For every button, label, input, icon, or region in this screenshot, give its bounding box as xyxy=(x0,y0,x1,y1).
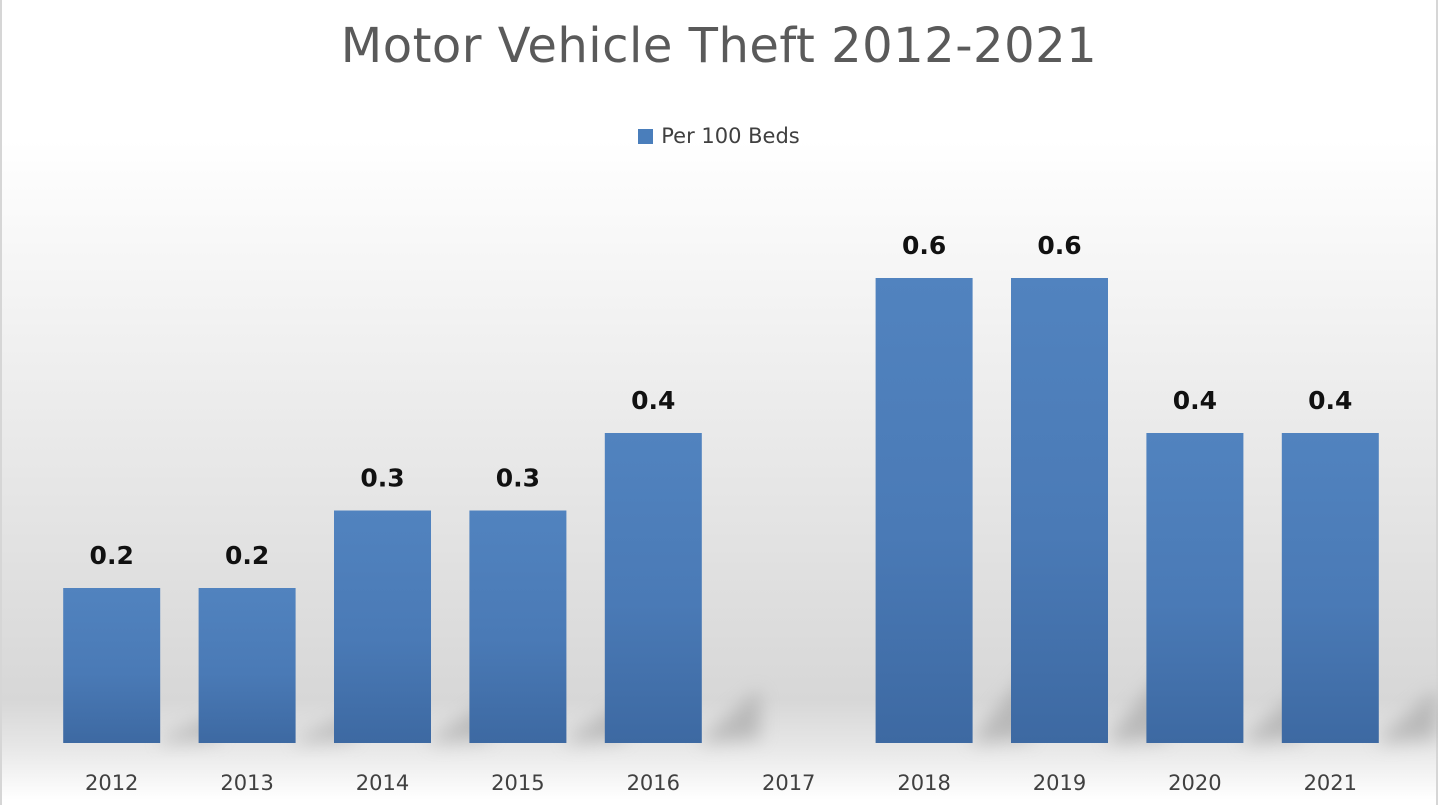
bar xyxy=(63,588,161,743)
data-label: 0.2 xyxy=(90,541,134,570)
x-tick-label: 2018 xyxy=(897,771,950,795)
data-labels: 0.2 0.2 0.3 0.3 0.4 0.6 0.6 0.4 0.4 xyxy=(90,231,1353,570)
x-tick-label: 2016 xyxy=(627,771,680,795)
x-tick-label: 2021 xyxy=(1304,771,1357,795)
bar xyxy=(1011,278,1108,743)
data-label: 0.4 xyxy=(631,386,675,415)
x-tick-label: 2015 xyxy=(491,771,544,795)
bar xyxy=(1146,433,1244,743)
legend: Per 100 Beds xyxy=(2,124,1436,148)
bar xyxy=(875,278,973,743)
data-label: 0.6 xyxy=(1037,231,1081,260)
bar-shadow xyxy=(1378,689,1437,743)
data-label: 0.2 xyxy=(225,541,269,570)
bar xyxy=(604,433,702,743)
bar xyxy=(469,510,567,743)
bar xyxy=(198,588,296,743)
bar-shadow xyxy=(701,689,760,743)
x-tick-label: 2013 xyxy=(220,771,273,795)
x-tick-label: 2017 xyxy=(762,771,815,795)
data-label: 0.3 xyxy=(496,464,540,493)
bar xyxy=(334,510,431,743)
bar xyxy=(1281,433,1379,743)
legend-label: Per 100 Beds xyxy=(661,124,800,148)
x-tick-label: 2012 xyxy=(85,771,138,795)
bars xyxy=(63,278,1379,743)
x-tick-label: 2014 xyxy=(356,771,409,795)
x-tick-label: 2019 xyxy=(1033,771,1086,795)
data-label: 0.6 xyxy=(902,231,946,260)
data-label: 0.3 xyxy=(360,464,404,493)
data-label: 0.4 xyxy=(1308,386,1352,415)
x-tick-label: 2020 xyxy=(1168,771,1221,795)
legend-swatch xyxy=(638,128,654,144)
x-axis-ticks: 2012 2013 2014 2015 2016 2017 2018 2019 2020 2021 xyxy=(85,771,1357,795)
chart-title: Motor Vehicle Theft 2012-2021 xyxy=(340,18,1098,74)
data-label: 0.4 xyxy=(1173,386,1217,415)
